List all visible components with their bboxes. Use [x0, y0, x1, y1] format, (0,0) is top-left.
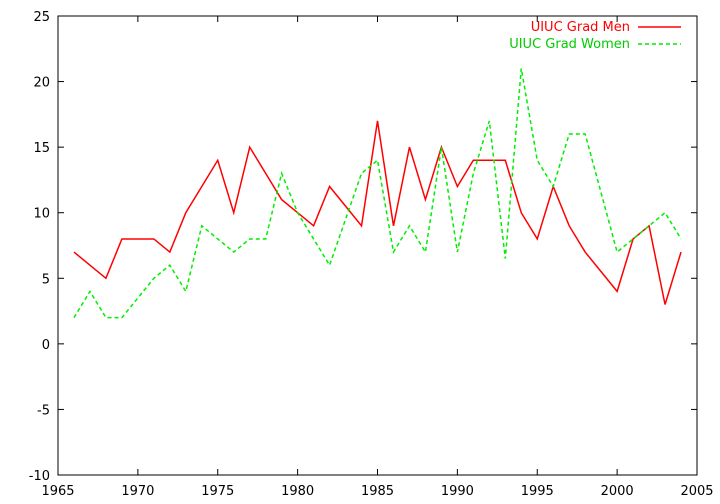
x-tick-label: 2000 — [601, 484, 634, 499]
y-tick-label: -10 — [29, 469, 50, 484]
legend-label-women: UIUC Grad Women — [509, 37, 630, 52]
legend: UIUC Grad Men UIUC Grad Women — [509, 20, 681, 52]
series-layer — [73, 68, 682, 319]
y-tick-label: 5 — [42, 272, 50, 287]
y-tick-label: 25 — [33, 10, 50, 25]
axis-ticks — [57, 15, 698, 476]
x-tick-label: 1985 — [361, 484, 394, 499]
x-tick-label: 1995 — [521, 484, 554, 499]
y-tick-label: 20 — [33, 76, 50, 91]
x-tick-label: 1975 — [201, 484, 234, 499]
x-tick-label: 1965 — [41, 484, 74, 499]
y-tick-label: -5 — [37, 403, 50, 418]
x-tick-label: 1980 — [281, 484, 314, 499]
y-axis-tick-labels: -10 -5 0 5 10 15 20 25 — [29, 10, 50, 484]
x-tick-label: 2005 — [680, 484, 713, 499]
y-tick-label: 0 — [42, 338, 50, 353]
x-tick-label: 1990 — [441, 484, 474, 499]
x-axis-tick-labels: 1965 1970 1975 1980 1985 1990 1995 2000 2005 — [41, 484, 713, 499]
plot-frame — [57, 15, 698, 476]
legend-label-men: UIUC Grad Men — [531, 20, 630, 35]
series-line-men — [73, 120, 682, 305]
x-tick-label: 1970 — [121, 484, 154, 499]
y-tick-label: 10 — [33, 207, 50, 222]
series-line-women — [73, 68, 682, 319]
y-tick-label: 15 — [33, 141, 50, 156]
